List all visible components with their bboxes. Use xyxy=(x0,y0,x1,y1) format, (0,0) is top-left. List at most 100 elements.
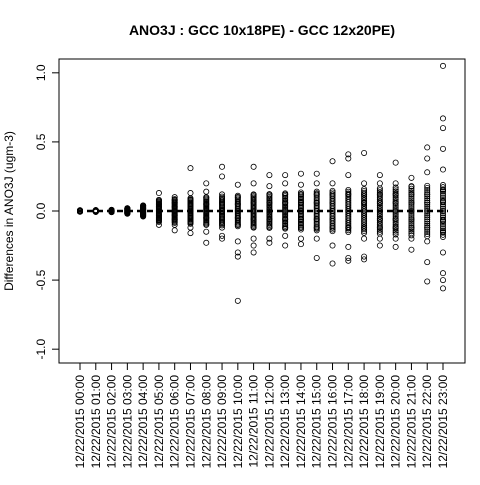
data-point xyxy=(329,191,336,198)
data-point xyxy=(408,183,415,190)
data-point xyxy=(361,187,368,194)
data-point xyxy=(408,228,415,235)
data-point xyxy=(266,224,273,231)
data-point xyxy=(329,199,336,206)
data-point xyxy=(266,239,273,246)
data-point xyxy=(297,181,304,188)
data-point xyxy=(250,163,257,170)
data-point xyxy=(392,184,399,191)
data-point xyxy=(424,228,431,235)
data-point xyxy=(408,246,415,253)
data-point xyxy=(313,207,320,214)
data-point xyxy=(376,209,383,216)
data-point xyxy=(155,203,162,210)
data-point xyxy=(424,220,431,227)
data-point xyxy=(345,207,352,214)
data-point xyxy=(345,191,352,198)
x-tick-label: 12/22/2015 23:00 xyxy=(436,375,450,469)
data-point xyxy=(234,181,241,188)
data-point xyxy=(392,198,399,205)
data-point xyxy=(408,212,415,219)
data-point xyxy=(408,207,415,214)
data-point xyxy=(329,260,336,267)
data-point xyxy=(187,196,194,203)
data-point xyxy=(203,201,210,208)
data-point xyxy=(424,207,431,214)
data-point xyxy=(408,189,415,196)
data-point xyxy=(376,199,383,206)
y-tick-label: -0.5 xyxy=(34,269,48,290)
data-point xyxy=(408,214,415,221)
data-point xyxy=(92,207,99,214)
data-point xyxy=(376,226,383,233)
data-point xyxy=(345,188,352,195)
data-point xyxy=(187,190,194,197)
data-point xyxy=(424,155,431,162)
data-point xyxy=(424,216,431,223)
data-point xyxy=(297,195,304,202)
data-point xyxy=(234,221,241,228)
data-point xyxy=(234,201,241,208)
data-point xyxy=(203,180,210,187)
data-point xyxy=(297,189,304,196)
data-point xyxy=(203,207,210,214)
data-point xyxy=(376,235,383,242)
data-point xyxy=(439,228,446,235)
data-point xyxy=(234,207,241,214)
data-point xyxy=(282,232,289,239)
data-point xyxy=(313,180,320,187)
x-tick-label: 12/22/2015 21:00 xyxy=(404,375,418,469)
data-point xyxy=(266,183,273,190)
data-point xyxy=(424,214,431,221)
data-point xyxy=(408,191,415,198)
data-point xyxy=(108,206,115,213)
data-point xyxy=(376,213,383,220)
data-point xyxy=(439,277,446,284)
data-point xyxy=(439,195,446,202)
data-point xyxy=(329,187,336,194)
data-point xyxy=(282,216,289,223)
x-tick-label: 12/22/2015 06:00 xyxy=(168,375,182,469)
data-point xyxy=(392,243,399,250)
data-point xyxy=(392,213,399,220)
data-point xyxy=(424,201,431,208)
data-point xyxy=(392,231,399,238)
data-point xyxy=(424,205,431,212)
data-point xyxy=(155,212,162,219)
y-axis: 1.0 0.5 0.0 -0.5 -1.0 xyxy=(34,64,60,360)
data-point xyxy=(439,187,446,194)
data-point xyxy=(376,206,383,213)
y-tick-label: 0.5 xyxy=(34,133,48,150)
data-point xyxy=(313,170,320,177)
data-point xyxy=(408,220,415,227)
data-point xyxy=(439,220,446,227)
data-point xyxy=(329,207,336,214)
data-point xyxy=(266,199,273,206)
data-point xyxy=(392,207,399,214)
data-point xyxy=(424,195,431,202)
data-point xyxy=(171,203,178,210)
data-point xyxy=(439,210,446,217)
x-tick-label: 12/22/2015 19:00 xyxy=(373,375,387,469)
data-point xyxy=(361,235,368,242)
data-point xyxy=(408,203,415,210)
data-point xyxy=(361,191,368,198)
data-point xyxy=(187,224,194,231)
data-point xyxy=(424,144,431,151)
data-point xyxy=(203,188,210,195)
data-point xyxy=(313,191,320,198)
data-point xyxy=(219,232,226,239)
data-point xyxy=(361,253,368,260)
data-point xyxy=(361,224,368,231)
data-point xyxy=(266,216,273,223)
data-point xyxy=(392,206,399,213)
x-tick-label: 12/22/2015 11:00 xyxy=(247,375,261,468)
data-point xyxy=(345,257,352,264)
data-point xyxy=(439,207,446,214)
x-tick-label: 12/22/2015 05:00 xyxy=(152,375,166,469)
data-point xyxy=(329,189,336,196)
data-point xyxy=(92,208,99,215)
category-points xyxy=(187,165,194,237)
data-point xyxy=(219,224,226,231)
